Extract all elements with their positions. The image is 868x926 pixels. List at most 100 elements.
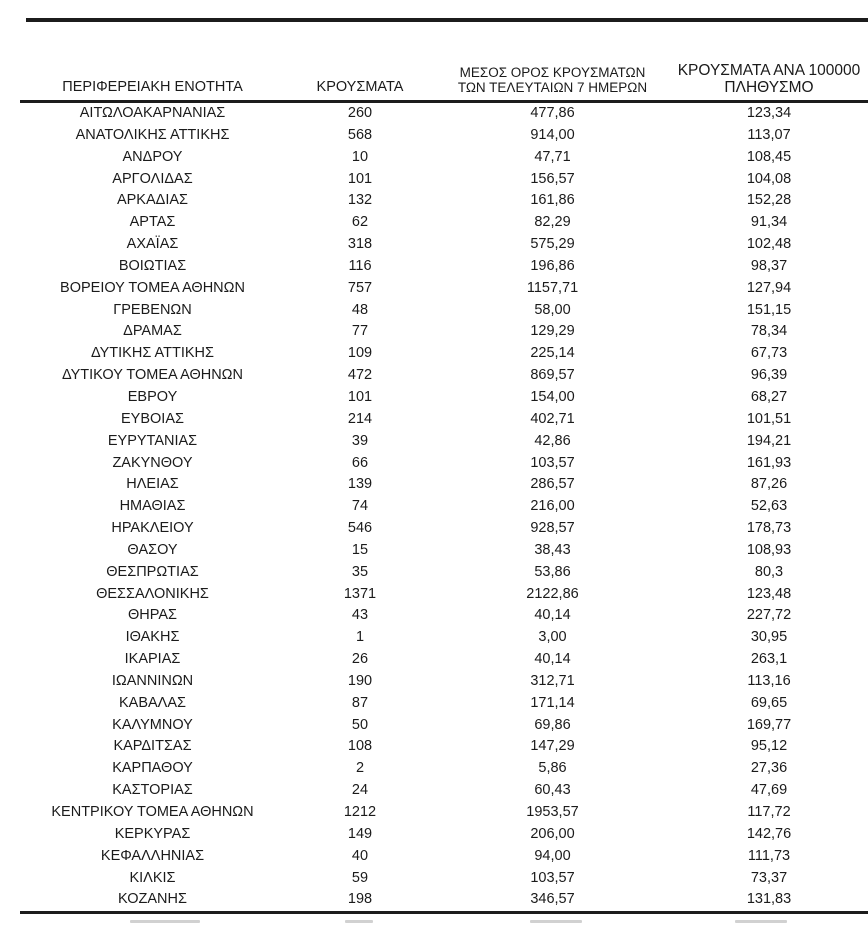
per100k-cell: 91,34 [750, 214, 788, 231]
per100k-cell: 67,73 [750, 345, 788, 362]
table-row: ΚΕΦΑΛΛΗΝΙΑΣ 40 94,00 111,73 [20, 846, 868, 868]
cases-cell: 59 [351, 869, 369, 886]
cases-cell: 190 [347, 672, 373, 689]
cases-cell: 109 [347, 345, 373, 362]
per100k-cell: 142,76 [746, 825, 792, 842]
avg7days-cell: 914,00 [530, 126, 575, 143]
region-cell: ΙΘΑΚΗΣ [125, 629, 180, 646]
per100k-cell: 101,51 [746, 410, 792, 427]
table-row: ΔΡΑΜΑΣ 77 129,29 78,34 [20, 321, 868, 343]
cutoff-region-fragment [130, 920, 200, 923]
cases-cell: 546 [347, 520, 373, 537]
region-cell: ΑΙΤΩΛΟΑΚΑΡΝΑΝΙΑΣ [79, 105, 226, 121]
region-cell: ΔΥΤΙΚΗΣ ΑΤΤΙΚΗΣ [91, 345, 214, 362]
per100k-cell: 113,16 [747, 672, 791, 689]
per100k-cell: 108,45 [746, 148, 792, 165]
avg7days-cell: 40,14 [534, 607, 571, 624]
region-cell: ΚΕΦΑΛΛΗΝΙΑΣ [100, 847, 205, 864]
per100k-cell: 69,65 [750, 694, 788, 711]
cases-cell: 149 [347, 825, 373, 842]
per100k-cell: 108,93 [746, 541, 792, 558]
table-row: ΔΥΤΙΚΗΣ ΑΤΤΙΚΗΣ 109 225,14 67,73 [20, 343, 868, 365]
cutoff-avg7days-fragment [530, 920, 582, 923]
region-cell: ΗΜΑΘΙΑΣ [119, 498, 186, 515]
cases-cell: 39 [351, 432, 369, 449]
avg7days-cell: 575,29 [530, 236, 575, 253]
per100k-cell: 102,48 [746, 236, 792, 253]
table-row: ΕΥΡΥΤΑΝΙΑΣ 39 42,86 194,21 [20, 431, 868, 453]
per100k-cell: 152,28 [746, 192, 792, 209]
region-cell: ΚΑΣΤΟΡΙΑΣ [112, 782, 193, 799]
cases-cell: 260 [347, 105, 373, 121]
region-cell: ΑΡΚΑΔΙΑΣ [116, 192, 189, 209]
per100k-cell: 131,83 [746, 891, 792, 908]
cases-cell: 198 [347, 891, 373, 908]
per100k-cell: 151,15 [746, 301, 792, 318]
cases-cell: 101 [347, 170, 373, 187]
avg7days-cell: 154,00 [530, 388, 575, 405]
per100k-cell: 161,93 [746, 454, 792, 471]
region-cell: ΓΡΕΒΕΝΩΝ [113, 301, 192, 318]
region-cell: ΕΥΒΟΙΑΣ [121, 410, 184, 427]
region-cell: ΘΕΣΣΑΛΟΝΙΚΗΣ [96, 585, 209, 602]
cutoff-per100k-fragment [735, 920, 787, 923]
avg7days-cell: 869,57 [530, 367, 575, 384]
cases-cell: 87 [351, 694, 369, 711]
avg7days-cell: 129,29 [530, 323, 575, 340]
table-row: ΑΝΔΡΟΥ 10 47,71 108,45 [20, 147, 868, 169]
table-row: ΕΒΡΟΥ 101 154,00 68,27 [20, 387, 868, 409]
avg7days-cell: 286,57 [530, 476, 575, 493]
col-header-region-label: ΠΕΡΙΦΕΡΕΙΑΚΗ ΕΝΟΤΗΤΑ [62, 79, 243, 96]
avg7days-cell: 69,86 [534, 716, 571, 733]
region-cell: ΕΥΡΥΤΑΝΙΑΣ [107, 432, 198, 449]
per100k-cell: 123,48 [746, 585, 792, 602]
per100k-cell: 263,1 [750, 651, 788, 668]
region-cell: ΚΙΛΚΙΣ [129, 869, 176, 886]
top-rule [26, 18, 868, 22]
region-cell: ΑΧΑΪΑΣ [126, 236, 179, 253]
avg7days-cell: 216,00 [530, 498, 575, 515]
per100k-cell: 68,27 [750, 388, 788, 405]
avg7days-cell: 346,57 [530, 891, 575, 908]
avg7days-cell: 40,14 [534, 651, 571, 668]
region-cell: ΔΡΑΜΑΣ [123, 323, 182, 340]
cases-cell: 214 [347, 410, 373, 427]
avg7days-cell: 156,57 [530, 170, 575, 187]
per100k-cell: 227,72 [746, 607, 792, 624]
table-row: ΚΑΡΠΑΘΟΥ 2 5,86 27,36 [20, 758, 868, 780]
table-row: ΔΥΤΙΚΟΥ ΤΟΜΕΑ ΑΘΗΝΩΝ 472 869,57 96,39 [20, 365, 868, 387]
avg7days-cell: 312,71 [530, 672, 575, 689]
region-cell: ΚΟΖΑΝΗΣ [118, 891, 187, 908]
table-row: ΗΜΑΘΙΑΣ 74 216,00 52,63 [20, 496, 868, 518]
table-row: ΙΚΑΡΙΑΣ 26 40,14 263,1 [20, 649, 868, 671]
region-cell: ΕΒΡΟΥ [127, 388, 178, 405]
avg7days-cell: 47,71 [534, 148, 571, 165]
col-header-avg7days-line2: ΤΩΝ ΤΕΛΕΥΤΑΙΩΝ 7 ΗΜΕΡΩΝ [457, 80, 648, 96]
table-row: ΑΡΤΑΣ 62 82,29 91,34 [20, 212, 868, 234]
cutoff-next-row [20, 919, 868, 924]
table-row: ΚΑΡΔΙΤΣΑΣ 108 147,29 95,12 [20, 736, 868, 758]
cases-cell: 43 [351, 607, 369, 624]
avg7days-cell: 206,00 [530, 825, 575, 842]
region-cell: ΒΟΡΕΙΟΥ ΤΟΜΕΑ ΑΘΗΝΩΝ [60, 279, 245, 296]
avg7days-cell: 53,86 [534, 563, 571, 580]
col-header-region: ΠΕΡΙΦΕΡΕΙΑΚΗ ΕΝΟΤΗΤΑ [20, 54, 285, 103]
table-row: ΑΡΚΑΔΙΑΣ 132 161,86 152,28 [20, 190, 868, 212]
region-cell: ΚΑΒΑΛΑΣ [118, 694, 186, 711]
table-row: ΘΗΡΑΣ 43 40,14 227,72 [20, 605, 868, 627]
cutoff-cases-fragment [345, 920, 373, 923]
avg7days-cell: 94,00 [534, 847, 571, 864]
cases-cell: 757 [347, 279, 373, 296]
cases-cell: 472 [347, 367, 373, 384]
col-header-cases: ΚΡΟΥΣΜΑΤΑ [285, 54, 435, 103]
avg7days-cell: 58,00 [534, 301, 571, 318]
cases-cell: 139 [347, 476, 373, 493]
avg7days-cell: 161,86 [530, 192, 575, 209]
per100k-cell: 169,77 [746, 716, 792, 733]
region-cell: ΚΑΡΠΑΘΟΥ [112, 760, 193, 777]
cases-cell: 568 [347, 126, 373, 143]
table-row: ΒΟΡΕΙΟΥ ΤΟΜΕΑ ΑΘΗΝΩΝ 757 1157,71 127,94 [20, 278, 868, 300]
table-row: ΑΧΑΪΑΣ 318 575,29 102,48 [20, 234, 868, 256]
cases-cell: 318 [347, 236, 373, 253]
table-row: ΙΘΑΚΗΣ 1 3,00 30,95 [20, 627, 868, 649]
